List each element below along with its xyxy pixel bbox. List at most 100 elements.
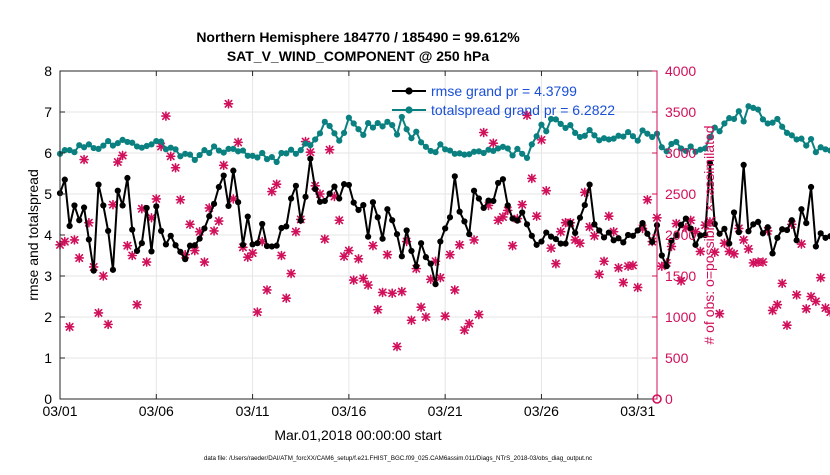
rmse-point: [639, 220, 646, 227]
obs-assimilated-marker: [541, 185, 552, 196]
totalspread-point: [316, 130, 324, 137]
obs-assimilated-marker: [801, 303, 812, 314]
rmse-point: [403, 227, 410, 234]
rmse-point: [153, 203, 160, 210]
totalspread-point: [677, 145, 685, 152]
obs-assimilated-marker: [98, 271, 109, 281]
rmse-point: [143, 204, 150, 212]
obs-assimilated-marker: [218, 160, 229, 171]
rmse-point: [100, 202, 107, 209]
obs-assimilated-marker: [108, 199, 118, 210]
totalspread-point: [572, 129, 579, 137]
obs-assimilated-marker: [387, 288, 398, 299]
totalspread-point: [673, 138, 680, 146]
obs-assimilated-marker: [796, 239, 807, 249]
rmse-point: [186, 242, 194, 249]
legend-totalspread-marker: [405, 106, 413, 114]
totalspread-point: [533, 133, 540, 140]
rmse-point: [793, 237, 800, 244]
legend-rmse-label: rmse grand pr = 4.3799: [431, 83, 577, 99]
rmse-point: [499, 176, 507, 183]
y-tick-label-right: 1000: [665, 309, 696, 325]
totalspread-point: [519, 150, 526, 157]
totalspread-point: [215, 147, 222, 154]
totalspread-point: [793, 136, 800, 143]
rmse-point: [615, 235, 622, 242]
totalspread-point: [475, 148, 482, 155]
obs-assimilated-marker: [469, 235, 479, 245]
obs-assimilated-marker: [815, 272, 826, 283]
rmse-point: [417, 240, 425, 247]
rmse-point: [677, 221, 685, 228]
rmse-point: [764, 224, 771, 231]
totalspread-point: [755, 106, 762, 113]
rmse-point: [673, 232, 680, 239]
rmse-point: [461, 218, 468, 225]
totalspread-point: [143, 142, 150, 150]
rmse-point: [519, 209, 526, 216]
rmse-point: [514, 217, 521, 224]
rmse-point: [201, 225, 208, 232]
y-tick-label-left: 5: [44, 186, 52, 202]
totalspread-point: [668, 140, 675, 148]
rmse-point: [581, 201, 588, 209]
totalspread-point: [538, 121, 545, 128]
totalspread-point: [480, 149, 487, 157]
obs-assimilated-marker: [397, 286, 407, 297]
rmse-point: [504, 202, 511, 209]
rmse-point: [755, 218, 762, 225]
rmse-point: [239, 241, 247, 248]
rmse-point: [105, 227, 112, 234]
rmse-point: [374, 214, 381, 221]
totalspread-point: [360, 131, 367, 139]
rmse-point: [697, 232, 704, 239]
rmse-point: [345, 181, 352, 189]
rmse-point: [312, 185, 319, 193]
obs-assimilated-marker: [758, 257, 768, 267]
obs-assimilated-marker: [271, 179, 282, 189]
obs-assimilated-marker: [353, 253, 364, 264]
totalspread-point: [639, 127, 646, 134]
rmse-point: [340, 181, 348, 188]
totalspread-point: [596, 137, 603, 144]
y-tick-label-left: 7: [44, 104, 52, 120]
totalspread-point: [249, 152, 256, 159]
rmse-point: [124, 174, 131, 182]
y-tick-label-right: 500: [665, 350, 689, 366]
totalspread-point: [586, 126, 593, 134]
totalspread-point: [528, 141, 535, 148]
rmse-point: [90, 267, 97, 274]
obs-marker-stroke: [826, 311, 830, 317]
totalspread-point: [764, 120, 771, 127]
rmse-point: [783, 226, 791, 234]
obs-assimilated-marker: [454, 240, 465, 250]
rmse-point: [249, 241, 256, 248]
obs-assimilated-marker: [825, 307, 830, 317]
totalspread-point: [783, 129, 791, 137]
obs-assimilated-marker: [782, 320, 792, 331]
obs-assimilated-marker: [531, 211, 542, 221]
rmse-point: [649, 238, 656, 246]
totalspread-point: [803, 142, 810, 149]
totalspread-point: [220, 149, 227, 156]
rmse-point: [543, 229, 550, 236]
totalspread-point: [297, 147, 304, 154]
totalspread-point: [523, 154, 531, 162]
obs-assimilated-marker: [594, 269, 605, 280]
obs-assimilated-marker: [141, 257, 152, 267]
obs-assimilated-marker: [79, 154, 89, 165]
totalspread-point: [446, 147, 454, 154]
rmse-point: [600, 234, 608, 241]
rmse-point: [485, 197, 492, 204]
rmse-point: [745, 228, 752, 235]
obs-assimilated-marker: [445, 249, 455, 260]
obs-assimilated-marker: [112, 157, 123, 167]
totalspread-point: [254, 154, 261, 161]
totalspread-point: [312, 136, 319, 143]
y-tick-label-right: 3000: [665, 145, 696, 161]
totalspread-point: [620, 133, 627, 140]
y-tick-label-right: 2000: [665, 227, 696, 243]
totalspread-point: [456, 150, 463, 157]
totalspread-point: [721, 120, 728, 127]
